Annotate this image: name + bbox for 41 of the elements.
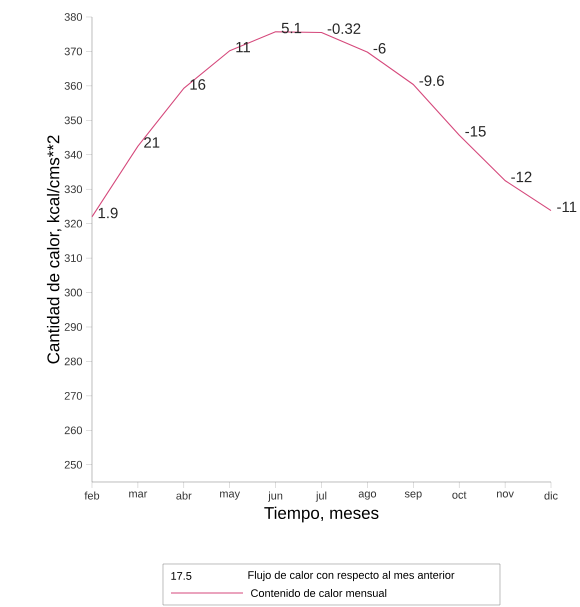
annotation: 21 xyxy=(144,137,160,148)
y-tick-label: 300 xyxy=(64,288,82,296)
y-tick-label: 330 xyxy=(64,185,82,194)
x-tick-label: oct xyxy=(452,492,466,499)
x-tick-label: sep xyxy=(404,492,422,500)
y-tick-label: 370 xyxy=(64,48,82,56)
annotation: 16 xyxy=(190,79,206,90)
annotation: 5.1 xyxy=(282,22,302,34)
y-tick-label: 290 xyxy=(64,323,82,331)
y-tick-label: 270 xyxy=(64,392,82,400)
x-tick-label: feb xyxy=(84,492,99,500)
y-tick-label: 280 xyxy=(64,358,82,366)
x-tick-label: ago xyxy=(358,492,376,500)
x-tick-label: jul xyxy=(316,492,326,502)
x-tick-label: abr xyxy=(176,492,192,500)
text: Flujo de calor con respecto al mes anterior xyxy=(248,570,454,582)
annotation: -0.32 xyxy=(328,23,360,34)
annotation: -15 xyxy=(465,126,486,137)
annotation: -6 xyxy=(373,43,386,54)
text: 17.5 xyxy=(171,572,192,580)
y-tick-label: 310 xyxy=(64,254,82,262)
annotation: -11 xyxy=(557,202,576,212)
annotation: 11 xyxy=(236,42,250,52)
y-tick-label: 350 xyxy=(64,116,82,124)
annotation: -9.6 xyxy=(419,75,444,86)
y-tick-label: 340 xyxy=(64,150,82,159)
x-tick-label: may xyxy=(220,492,240,500)
y-tick-label: 260 xyxy=(64,426,82,434)
text: Contenido de calor mensual xyxy=(250,588,386,598)
annotation: 1.9 xyxy=(98,208,118,218)
y-axis-title: Cantidad de calor, kcal/cms**2 xyxy=(46,136,62,364)
x-tick-label: jun xyxy=(268,492,282,502)
x-axis-title: Tiempo, meses xyxy=(264,506,378,522)
y-tick-label: 320 xyxy=(64,220,82,228)
x-tick-label: dic xyxy=(544,492,558,500)
x-tick-label: mar xyxy=(129,492,147,498)
annotation: -12 xyxy=(511,172,532,182)
y-tick-label: 360 xyxy=(64,82,82,90)
y-tick-label: 380 xyxy=(64,13,82,21)
x-tick-label: nov xyxy=(496,492,514,498)
y-tick-label: 250 xyxy=(64,460,82,469)
